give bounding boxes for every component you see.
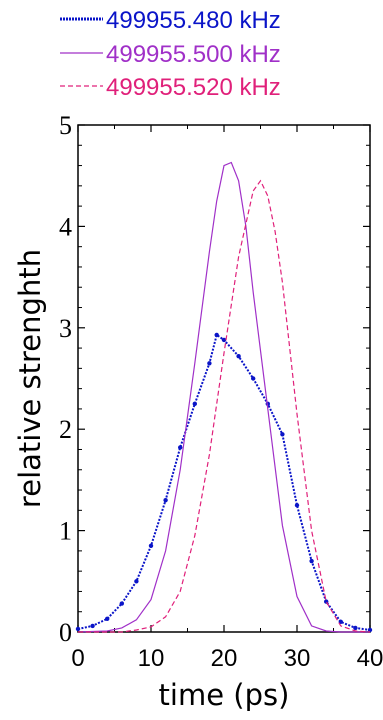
- y-tick-label: 3: [59, 314, 72, 343]
- series-line-3: [78, 179, 371, 633]
- plot-frame: [77, 124, 371, 633]
- y-tick-label: 5: [59, 111, 72, 140]
- series-1-point: [309, 558, 314, 564]
- legend-label: 499955.480 kHz: [106, 7, 281, 34]
- x-tick-label: 40: [357, 645, 383, 672]
- series-line-2: [77, 161, 370, 633]
- series-1-point: [163, 497, 168, 503]
- legend-label: 499955.500 kHz: [106, 41, 281, 68]
- axis-ticks: 0 10 20 30 40 0 1 2 3 4 5: [59, 111, 383, 672]
- x-tick-label: 20: [211, 645, 238, 672]
- x-tick-label: 10: [138, 645, 165, 672]
- series-1-point: [214, 332, 219, 338]
- series-1-point: [280, 432, 285, 437]
- series-1-point: [367, 627, 373, 633]
- series-1-point: [178, 445, 183, 450]
- series-1-point: [236, 353, 241, 359]
- y-tick-label: 1: [59, 517, 72, 546]
- x-axis-label: time (ps): [159, 678, 290, 712]
- series-line-1: [77, 333, 371, 631]
- y-tick-label: 4: [59, 212, 72, 241]
- y-axis-label: relative strenghth: [13, 249, 47, 508]
- series-1-point: [221, 337, 227, 343]
- x-tick-label: 0: [71, 645, 84, 672]
- series-1-point: [105, 616, 110, 622]
- series-1-point: [251, 376, 256, 381]
- series-1-point: [134, 579, 139, 584]
- series-1-point: [148, 543, 154, 549]
- legend: 499955.480 kHz 499955.500 kHz 499955.520 k…: [60, 7, 281, 101]
- series-1-point: [119, 601, 125, 606]
- series-1-point: [207, 361, 212, 366]
- series-1-point: [90, 623, 95, 629]
- y-tick-label: 2: [59, 415, 72, 444]
- series-group: [75, 161, 373, 633]
- series-1-point: [353, 625, 358, 631]
- x-tick-label: 30: [284, 645, 311, 672]
- series-1-point: [192, 401, 197, 407]
- legend-label: 499955.520 kHz: [106, 74, 281, 101]
- series-1-point: [294, 503, 300, 508]
- y-tick-label: 0: [59, 618, 72, 647]
- series-1-point: [75, 626, 81, 632]
